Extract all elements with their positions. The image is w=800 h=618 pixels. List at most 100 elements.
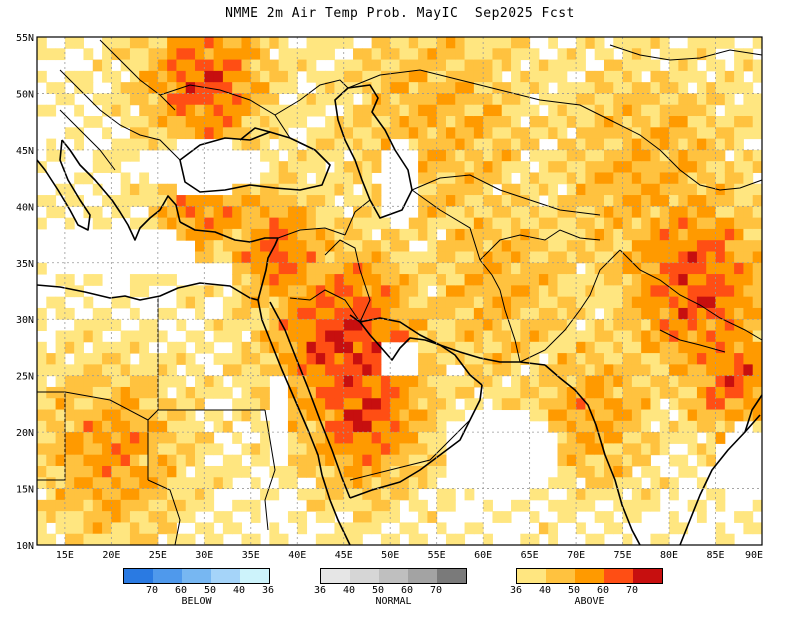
prob-cell: [408, 274, 419, 286]
prob-cell: [613, 262, 624, 275]
prob-cell: [427, 477, 438, 490]
prob-cell: [501, 319, 512, 332]
prob-cell: [185, 364, 196, 377]
prob-cell: [464, 70, 475, 83]
prob-cell: [250, 375, 261, 388]
prob-cell: [362, 341, 373, 354]
prob-cell: [687, 172, 698, 185]
prob-cell: [724, 262, 735, 275]
prob-cell: [278, 307, 289, 320]
prob-cell: [529, 149, 540, 162]
prob-cell: [260, 251, 270, 264]
prob-cell: [529, 172, 540, 185]
prob-cell: [102, 522, 112, 535]
prob-cell: [315, 499, 326, 512]
prob-cell: [55, 420, 66, 433]
prob-cell: [585, 127, 596, 140]
prob-cell: [278, 104, 289, 117]
prob-cell: [529, 70, 540, 83]
prob-cell: [102, 533, 112, 546]
prob-cell: [371, 37, 382, 49]
prob-cell: [297, 116, 308, 128]
prob-cell: [120, 409, 131, 422]
prob-cell: [111, 296, 122, 309]
prob-cell: [659, 364, 670, 377]
prob-cell: [92, 330, 103, 343]
prob-cell: [362, 240, 373, 252]
prob-cell: [241, 206, 252, 219]
prob-cell: [287, 172, 298, 185]
prob-cell: [380, 70, 391, 83]
prob-cell: [334, 217, 345, 230]
prob-cell: [603, 183, 614, 196]
prob-cell: [371, 48, 382, 61]
prob-cell: [297, 251, 308, 264]
prob-cell: [436, 353, 447, 365]
prob-cell: [250, 206, 261, 219]
prob-cell: [148, 443, 159, 456]
prob-cell: [139, 341, 150, 354]
prob-cell: [232, 499, 242, 512]
prob-cell: [455, 285, 466, 298]
prob-cell: [566, 341, 577, 354]
prob-cell: [557, 206, 568, 219]
prob-cell: [408, 488, 419, 501]
prob-cell: [706, 149, 717, 162]
prob-cell: [287, 409, 298, 422]
prob-cell: [157, 59, 168, 72]
prob-cell: [520, 274, 531, 286]
prob-cell: [102, 511, 112, 523]
prob-cell: [55, 522, 66, 535]
prob-cell: [669, 93, 679, 106]
prob-cell: [55, 353, 66, 365]
border-ukraine: [159, 84, 291, 139]
prob-cell: [334, 533, 345, 546]
prob-cell: [306, 206, 317, 219]
prob-cell: [148, 465, 159, 478]
prob-cell: [650, 330, 661, 343]
prob-cell: [232, 217, 242, 230]
lon-label: 75E: [614, 550, 632, 561]
prob-cell: [659, 172, 670, 185]
prob-cell: [557, 149, 568, 162]
prob-cell: [297, 48, 308, 61]
prob-cell: [622, 93, 633, 106]
prob-cell: [74, 104, 84, 117]
prob-cell: [37, 454, 47, 467]
prob-cell: [325, 48, 335, 61]
prob-cell: [315, 409, 326, 422]
prob-cell: [250, 195, 261, 207]
prob-cell: [167, 37, 177, 49]
prob-cell: [92, 454, 103, 467]
prob-cell: [297, 330, 308, 343]
prob-cell: [371, 454, 382, 467]
prob-cell: [436, 285, 447, 298]
prob-cell: [399, 240, 410, 252]
prob-cell: [483, 183, 493, 196]
prob-cell: [427, 70, 438, 83]
coastline-red-sea-west: [257, 299, 323, 476]
prob-cell: [74, 488, 84, 501]
prob-cell: [250, 116, 261, 128]
prob-cell: [74, 82, 84, 94]
prob-cell: [241, 116, 252, 128]
prob-cell: [74, 70, 84, 83]
prob-cell: [83, 465, 94, 478]
prob-cell: [306, 161, 317, 173]
prob-cell: [687, 319, 698, 332]
prob-cell: [566, 330, 577, 343]
prob-cell: [706, 138, 717, 151]
prob-cell: [232, 409, 242, 422]
prob-cell: [92, 409, 103, 422]
prob-cell: [325, 488, 335, 501]
prob-cell: [222, 195, 233, 207]
prob-cell: [641, 398, 651, 411]
prob-cell: [278, 477, 289, 490]
prob-cell: [167, 70, 177, 83]
prob-cell: [464, 82, 475, 94]
prob-cell: [603, 70, 614, 83]
prob-cell: [222, 59, 233, 72]
prob-cell: [111, 206, 122, 219]
prob-cell: [55, 274, 66, 286]
prob-cell: [278, 228, 289, 241]
